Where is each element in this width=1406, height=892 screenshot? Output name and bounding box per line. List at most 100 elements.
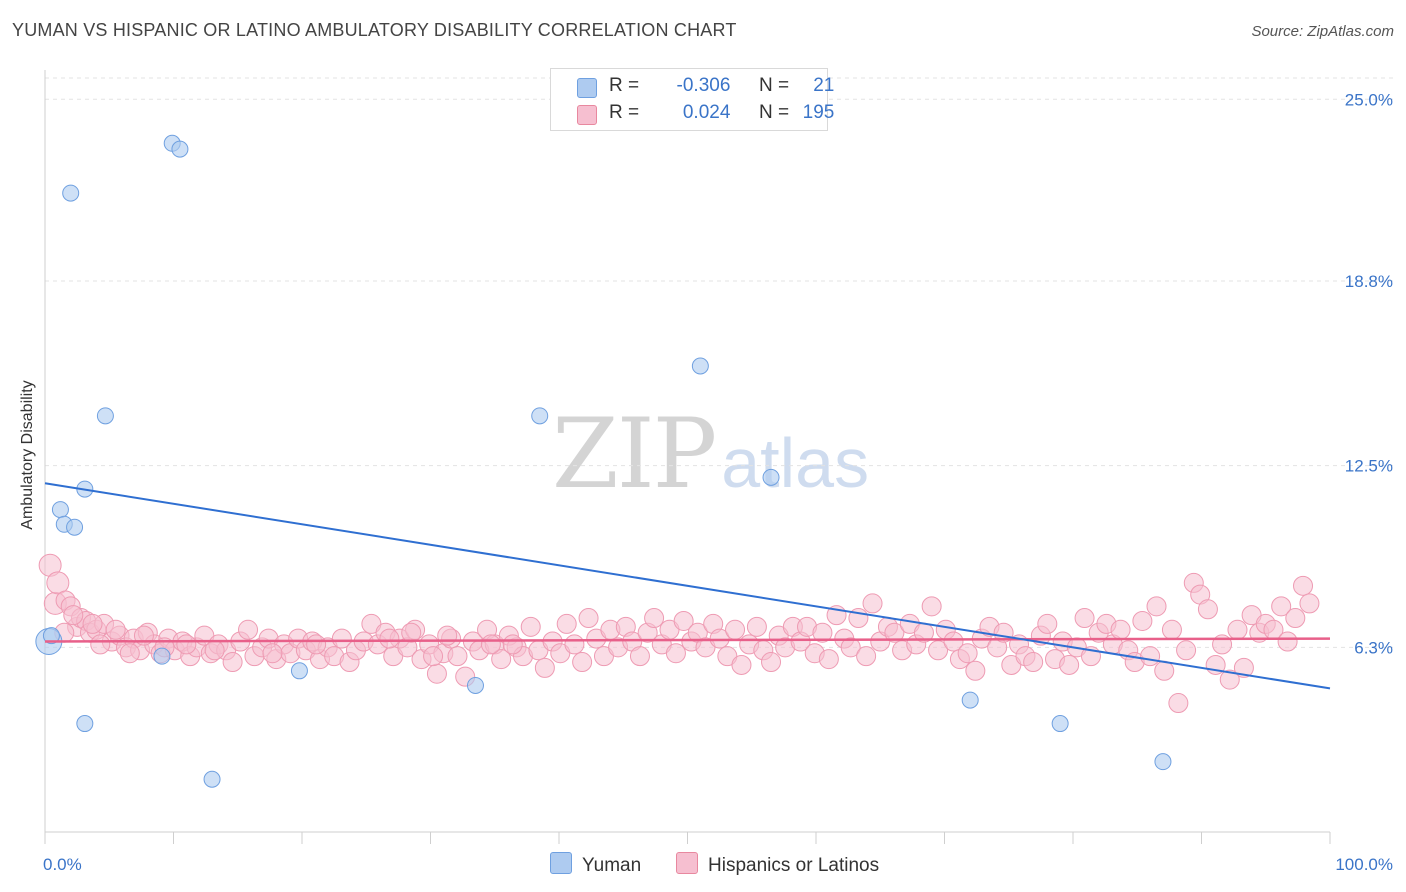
hispanics-trend-line [44, 637, 1331, 643]
hispanics-point [761, 652, 782, 673]
yuman-point [1154, 753, 1172, 771]
yuman-point [762, 468, 780, 486]
yuman-point [691, 357, 709, 375]
watermark-atlas: atlas [721, 424, 870, 502]
hispanics-point [884, 622, 905, 643]
hispanics-point [401, 622, 422, 643]
hispanics-point [1233, 657, 1254, 678]
series-yuman-points [35, 134, 1172, 788]
source-credit: Source: ZipAtlas.com [1251, 23, 1394, 40]
yuman-point [76, 715, 94, 733]
hispanics-point [725, 619, 746, 640]
hispanics-point [840, 637, 861, 658]
series-legend: Yuman Hispanics or Latinos [0, 852, 1406, 878]
x-tick-label: 100.0% [1335, 855, 1393, 874]
hispanics-point [1176, 640, 1197, 661]
hispanics-point [331, 628, 352, 649]
legend-swatch-hispanics [577, 105, 597, 125]
legend-stats-hispanics: R = 0.024 N = 195 [609, 102, 835, 123]
axes [44, 70, 1331, 844]
legend-stats-yuman: R = -0.306 N = 21 [609, 75, 835, 96]
watermark-zip: ZIP [552, 398, 717, 510]
trend-lines [44, 482, 1331, 690]
hispanics-point [644, 608, 665, 629]
yuman-point [290, 662, 308, 680]
y-tick-label: 25.0% [1345, 90, 1393, 109]
hispanics-point [1299, 593, 1320, 614]
hispanics-point [1110, 619, 1131, 640]
hispanics-point [176, 634, 197, 655]
hispanics-point [1074, 608, 1095, 629]
hispanics-point [1271, 596, 1292, 617]
yuman-point [1051, 715, 1069, 733]
yuman-point [96, 407, 114, 425]
correlation-legend: R = -0.306 N = 21 R = 0.024 N = 195 [550, 68, 834, 131]
hispanics-point [534, 657, 555, 678]
yuman-point [42, 627, 60, 645]
hispanics-point [709, 628, 730, 649]
hispanics-point [437, 625, 458, 646]
hispanics-point [957, 643, 978, 664]
hispanics-point [1277, 631, 1298, 652]
yuman-point [203, 770, 221, 788]
legend-item-yuman: Yuman [550, 852, 641, 877]
hispanics-point [1219, 669, 1240, 690]
hispanics-point [1227, 619, 1248, 640]
hispanics-point [572, 652, 593, 673]
hispanics-point [1023, 652, 1044, 673]
hispanics-point [222, 652, 243, 673]
yuman-point [153, 647, 171, 665]
yuman-point [961, 691, 979, 709]
hispanics-point [1293, 575, 1314, 596]
yuman-point [66, 518, 84, 536]
watermark: ZIPatlas [552, 398, 869, 510]
hispanics-point [812, 622, 833, 643]
legend-item-hispanics: Hispanics or Latinos [676, 852, 879, 877]
hispanics-point [1146, 596, 1167, 617]
hispanics-point [665, 643, 686, 664]
y-tick-label: 12.5% [1345, 457, 1393, 476]
hispanics-point [105, 619, 126, 640]
hispanics-point [204, 640, 225, 661]
hispanics-point [1197, 599, 1218, 620]
hispanics-point [921, 596, 942, 617]
hispanics-point [731, 654, 752, 675]
hispanics-point [564, 634, 585, 655]
legend-swatch-yuman [550, 852, 572, 874]
hispanics-point [262, 643, 283, 664]
hispanics-point [1037, 613, 1058, 634]
yuman-point [531, 407, 549, 425]
y-tick-label: 6.3% [1354, 638, 1393, 657]
hispanics-point [426, 663, 447, 684]
hispanics-point [502, 634, 523, 655]
hispanics-point [1059, 654, 1080, 675]
hispanics-point [1285, 608, 1306, 629]
hispanics-point [556, 613, 577, 634]
legend-swatch-yuman [577, 78, 597, 98]
hispanics-point [1140, 646, 1161, 667]
yuman-point [62, 184, 80, 202]
y-tick-label: 18.8% [1345, 272, 1393, 291]
hispanics-point [90, 634, 111, 655]
grid-lines [45, 77, 1395, 648]
x-tick-label: 0.0% [43, 855, 82, 874]
hispanics-point [423, 646, 444, 667]
hispanics-point [746, 616, 767, 637]
yuman-point [466, 676, 484, 694]
hispanics-point [306, 634, 327, 655]
hispanics-point [480, 634, 501, 655]
hispanics-point [82, 613, 103, 634]
hispanics-point [238, 619, 259, 640]
hispanics-point [1168, 693, 1189, 714]
yuman-point [171, 140, 189, 158]
series-hispanics-points [38, 553, 1320, 714]
hispanics-point [943, 631, 964, 652]
hispanics-point [491, 649, 512, 670]
hispanics-point [673, 610, 694, 631]
hispanics-point [447, 646, 468, 667]
hispanics-point [965, 660, 986, 681]
hispanics-point [379, 628, 400, 649]
hispanics-point [1154, 660, 1175, 681]
hispanics-point [862, 593, 883, 614]
